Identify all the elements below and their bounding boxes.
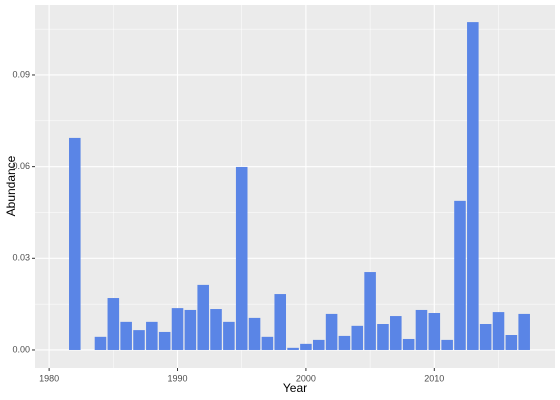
bar (261, 336, 274, 350)
bar (505, 335, 518, 350)
bar (351, 325, 364, 350)
bar (223, 321, 235, 350)
bar (467, 22, 479, 350)
bar (364, 272, 376, 350)
bar (390, 316, 402, 350)
x-tick-label: 1980 (39, 373, 59, 383)
x-axis-title: Year (283, 381, 307, 395)
bar (171, 308, 184, 350)
bar (479, 324, 492, 350)
bar (325, 313, 338, 350)
bar (402, 338, 415, 350)
bar (300, 343, 312, 350)
y-tick-label: 0.00 (12, 344, 30, 354)
bar (146, 321, 158, 350)
bar (338, 335, 351, 350)
bar (235, 166, 248, 350)
bar (107, 298, 120, 350)
bar (518, 313, 530, 350)
bar (94, 336, 107, 350)
bar (428, 313, 441, 350)
x-tick-label: 1990 (168, 373, 188, 383)
bar (312, 339, 325, 350)
bar (133, 330, 145, 350)
bar (274, 294, 287, 350)
bar (120, 321, 132, 350)
bar (454, 200, 466, 350)
y-tick-label: 0.03 (12, 253, 30, 263)
bar (287, 347, 299, 350)
bar (210, 309, 222, 350)
bar (377, 324, 389, 350)
y-tick-label: 0.09 (12, 69, 30, 79)
y-axis-title: Abundance (4, 155, 18, 216)
bar (492, 312, 505, 350)
bar (184, 309, 197, 350)
bar (158, 331, 171, 350)
bar (69, 137, 81, 350)
x-tick-label: 2000 (296, 373, 316, 383)
y-tick-label: 0.06 (12, 161, 30, 171)
bar (197, 284, 209, 350)
bar (248, 317, 261, 350)
bar (415, 309, 428, 350)
bar (441, 339, 453, 350)
x-tick-label: 2010 (424, 373, 444, 383)
